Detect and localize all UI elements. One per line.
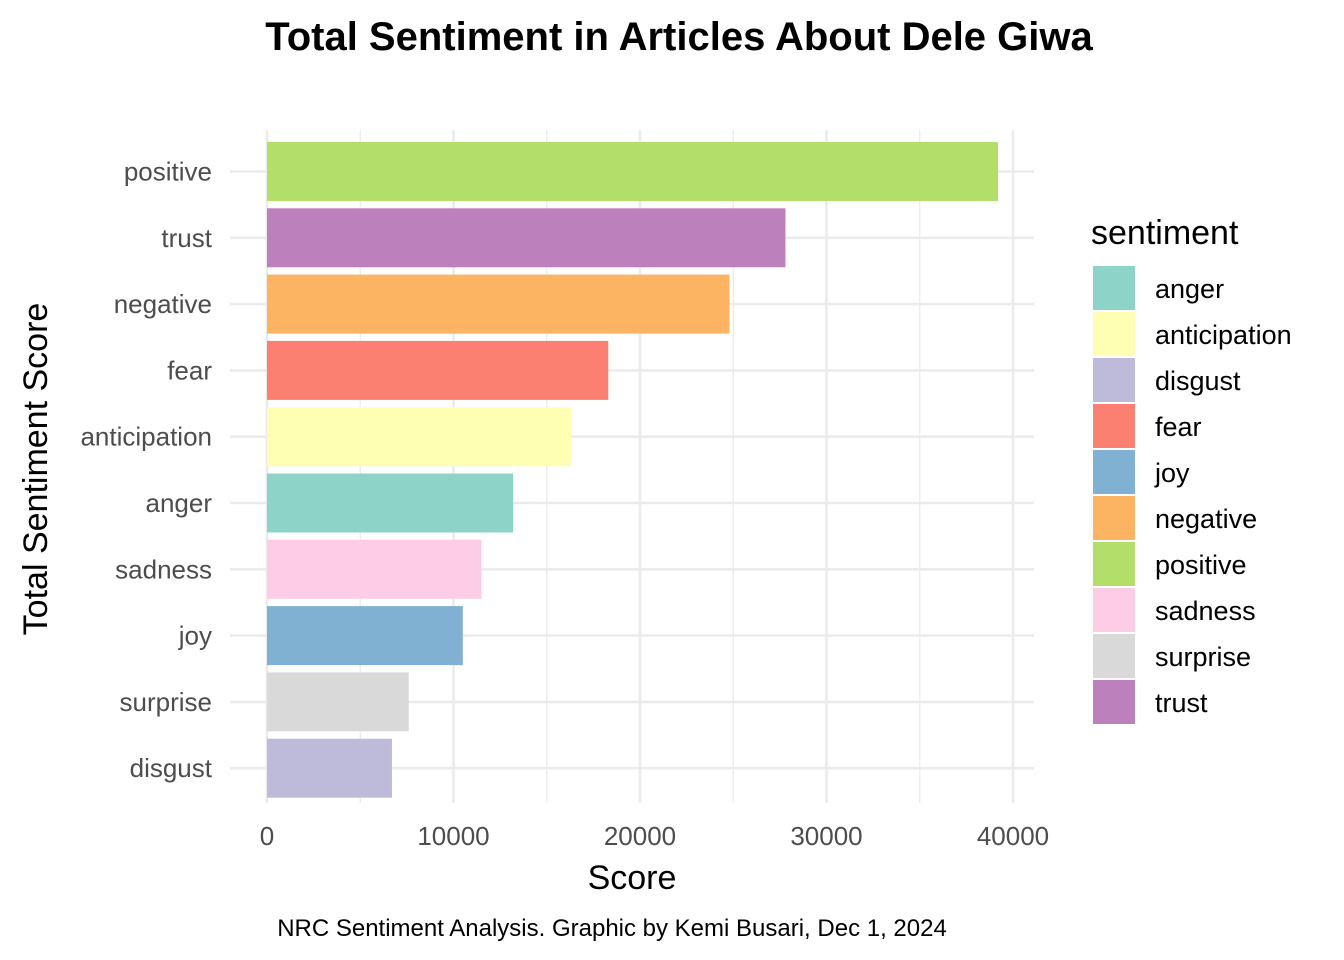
legend-key-anticipation — [1093, 312, 1135, 356]
legend-key-positive — [1093, 542, 1135, 586]
bars — [267, 142, 999, 798]
legend-key-trust — [1093, 680, 1135, 724]
y-tick-label: negative — [114, 289, 212, 319]
y-tick-label: sadness — [115, 554, 212, 584]
y-tick-label: surprise — [120, 687, 212, 717]
y-tick-label: trust — [161, 223, 212, 253]
legend-label-disgust: disgust — [1155, 366, 1241, 396]
y-tick-label: anger — [146, 488, 213, 518]
x-tick-label: 30000 — [790, 821, 862, 851]
x-axis-title: Score — [588, 859, 677, 897]
y-axis-title: Total Sentiment Score — [17, 303, 55, 636]
legend-label-negative: negative — [1155, 504, 1257, 534]
bar-sadness — [267, 539, 482, 599]
x-tick-label: 0 — [260, 821, 274, 851]
y-tick-label: fear — [167, 355, 212, 385]
legend-title: sentiment — [1091, 214, 1239, 252]
bar-surprise — [267, 672, 409, 732]
legend-label-sadness: sadness — [1155, 596, 1256, 626]
chart-caption: NRC Sentiment Analysis. Graphic by Kemi … — [277, 915, 947, 942]
bar-disgust — [267, 738, 392, 798]
bar-positive — [267, 142, 999, 201]
legend-key-surprise — [1093, 634, 1135, 678]
legend-label-anticipation: anticipation — [1155, 320, 1292, 350]
legend-key-anger — [1093, 266, 1135, 310]
x-tick-label: 40000 — [977, 821, 1049, 851]
legend-key-joy — [1093, 450, 1135, 494]
legend-label-fear: fear — [1155, 412, 1202, 442]
x-tick-label: 20000 — [604, 821, 676, 851]
legend-label-surprise: surprise — [1155, 642, 1251, 672]
chart-title: Total Sentiment in Articles About Dele G… — [265, 15, 1093, 59]
legend-key-fear — [1093, 404, 1135, 448]
y-tick-label: anticipation — [80, 422, 212, 452]
x-tick-labels: 0 10000 20000 30000 40000 — [260, 821, 1049, 851]
legend-key-disgust — [1093, 358, 1135, 402]
legend-key-negative — [1093, 496, 1135, 540]
legend-label-trust: trust — [1155, 688, 1208, 718]
legend: sentiment anger anticipation disgust fear jo… — [1091, 214, 1292, 724]
y-tick-label: joy — [178, 621, 212, 651]
legend-label-anger: anger — [1155, 274, 1224, 304]
bar-joy — [267, 606, 463, 666]
bar-anger — [267, 473, 514, 533]
bar-fear — [267, 340, 609, 400]
legend-key-sadness — [1093, 588, 1135, 632]
bar-negative — [267, 274, 730, 334]
bar-trust — [267, 208, 786, 268]
y-tick-label: positive — [124, 157, 212, 187]
y-tick-label: disgust — [130, 753, 213, 783]
x-tick-label: 10000 — [417, 821, 489, 851]
bar-anticipation — [267, 407, 571, 467]
legend-label-joy: joy — [1154, 458, 1190, 488]
legend-label-positive: positive — [1155, 550, 1247, 580]
y-tick-labels: positive trust negative fear anticipation ang… — [80, 157, 212, 784]
